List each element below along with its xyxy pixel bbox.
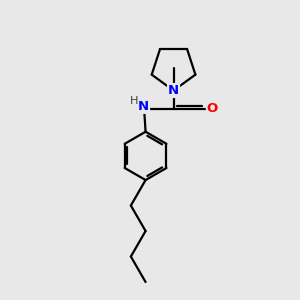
Text: O: O	[207, 102, 218, 115]
Text: H: H	[130, 95, 138, 106]
Text: N: N	[138, 100, 149, 113]
Text: N: N	[168, 84, 179, 97]
